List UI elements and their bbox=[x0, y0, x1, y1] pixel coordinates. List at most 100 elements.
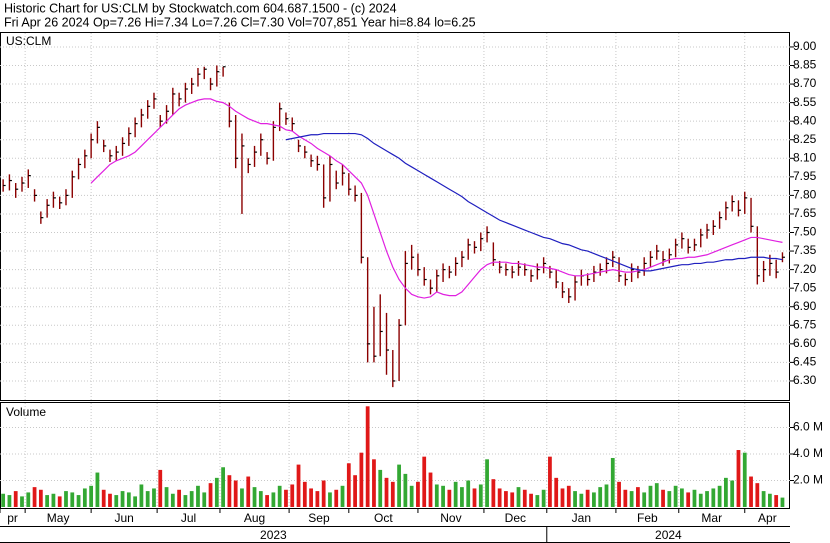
volume-bar bbox=[202, 492, 207, 507]
volume-bar bbox=[497, 488, 502, 507]
volume-bar bbox=[378, 469, 383, 507]
volume-bar bbox=[705, 491, 709, 507]
volume-bar bbox=[70, 492, 75, 507]
volume-bar bbox=[133, 496, 138, 507]
volume-bar bbox=[51, 493, 56, 507]
volume-bar bbox=[768, 493, 772, 507]
y-tick-label: 7.20 bbox=[793, 262, 817, 276]
volume-bar bbox=[742, 452, 747, 507]
volume-bar bbox=[346, 463, 351, 507]
volume-bar bbox=[711, 488, 716, 507]
volume-bar bbox=[183, 495, 188, 507]
volume-bar bbox=[724, 477, 728, 507]
volume-bar bbox=[89, 485, 94, 507]
volume-bar bbox=[623, 489, 628, 507]
x-tick-label: pr bbox=[7, 511, 18, 525]
y-tick-label: 6.75 bbox=[793, 317, 817, 331]
volume-bar bbox=[246, 476, 251, 507]
volume-bar bbox=[64, 491, 68, 507]
x-tick-label: May bbox=[47, 511, 70, 525]
volume-bar bbox=[610, 457, 615, 507]
volume-bar bbox=[736, 450, 741, 507]
volume-bar bbox=[554, 477, 559, 507]
volume-bar bbox=[428, 472, 433, 507]
moving-average bbox=[285, 132, 783, 272]
x-tick-label: Apr bbox=[758, 511, 777, 525]
volume-bar bbox=[82, 488, 87, 507]
x-tick-label: Aug bbox=[244, 511, 265, 525]
volume-bar bbox=[120, 491, 125, 507]
volume-bar bbox=[26, 492, 31, 507]
volume-bar bbox=[717, 485, 722, 507]
x-tick-label: Jul bbox=[181, 511, 196, 525]
volume-bar bbox=[390, 481, 395, 507]
y-tick-label: 7.65 bbox=[793, 206, 817, 220]
x-tick-label: Nov bbox=[440, 511, 461, 525]
volume-bar bbox=[598, 487, 603, 507]
volume-bar bbox=[485, 459, 489, 507]
volume-bar bbox=[441, 485, 445, 507]
y-tick-label: 8.10 bbox=[793, 150, 817, 164]
volume-bar bbox=[698, 493, 703, 507]
volume-bar bbox=[516, 487, 521, 507]
volume-bar bbox=[240, 488, 244, 507]
volume-bar bbox=[453, 481, 458, 507]
y-tick-label: 7.05 bbox=[793, 280, 817, 294]
volume-bar bbox=[277, 485, 282, 507]
volume-bar bbox=[139, 484, 144, 507]
volume-bar bbox=[535, 495, 540, 507]
volume-bar bbox=[76, 495, 81, 507]
year-label: 2023 bbox=[260, 528, 287, 542]
volume-bar bbox=[13, 491, 18, 507]
volume-bar bbox=[177, 489, 182, 507]
volume-bar bbox=[208, 483, 213, 507]
x-tick-label: Sep bbox=[308, 511, 330, 525]
volume-bar bbox=[7, 495, 12, 507]
y-tick-label: 8.70 bbox=[793, 76, 817, 90]
volume-bar bbox=[661, 489, 665, 507]
volume-bar bbox=[686, 492, 691, 507]
volume-bar bbox=[673, 485, 678, 507]
volume-bar bbox=[642, 492, 647, 507]
volume-bar bbox=[460, 487, 464, 507]
volume-panel-label: Volume bbox=[6, 405, 46, 419]
x-tick-label: Mar bbox=[701, 511, 722, 525]
volume-bar bbox=[57, 496, 62, 507]
volume-bar bbox=[629, 491, 634, 507]
y-tick-label: 6.45 bbox=[793, 355, 817, 369]
volume-bar bbox=[196, 485, 200, 507]
volume-bar bbox=[491, 479, 496, 507]
x-tick-label: Oct bbox=[374, 511, 393, 525]
y-tick-label: 4.0 M bbox=[793, 446, 823, 460]
volume-bar bbox=[566, 485, 571, 507]
volume-bar bbox=[579, 493, 584, 507]
volume-bar bbox=[290, 484, 295, 507]
volume-bar bbox=[189, 491, 194, 507]
volume-bar bbox=[692, 489, 697, 507]
y-tick-label: 7.50 bbox=[793, 225, 817, 239]
volume-bar bbox=[780, 497, 785, 507]
volume-bar bbox=[334, 489, 339, 507]
volume-bar bbox=[667, 491, 672, 507]
x-tick-label: Feb bbox=[637, 511, 658, 525]
volume-bar bbox=[774, 495, 779, 507]
volume-bar bbox=[365, 406, 370, 507]
header-quote: Fri Apr 26 2024 Op=7.26 Hi=7.34 Lo=7.26 … bbox=[4, 15, 476, 29]
volume-bar bbox=[416, 481, 420, 507]
volume-bar bbox=[409, 485, 414, 507]
moving-average bbox=[90, 98, 783, 299]
volume-bar bbox=[472, 488, 477, 507]
volume-bar bbox=[384, 477, 389, 507]
volume-bar bbox=[321, 480, 326, 507]
x-tick-label: Jan bbox=[572, 511, 591, 525]
volume-bar bbox=[296, 464, 301, 507]
y-tick-label: 6.90 bbox=[793, 299, 817, 313]
volume-bar bbox=[604, 484, 609, 507]
volume-bar bbox=[1, 493, 6, 507]
price-frame bbox=[0, 32, 790, 401]
volume-bar bbox=[478, 484, 483, 507]
volume-bar bbox=[315, 491, 320, 507]
volume-bar bbox=[45, 495, 50, 507]
x-tick-label: Jun bbox=[114, 511, 133, 525]
volume-bar bbox=[434, 484, 439, 507]
